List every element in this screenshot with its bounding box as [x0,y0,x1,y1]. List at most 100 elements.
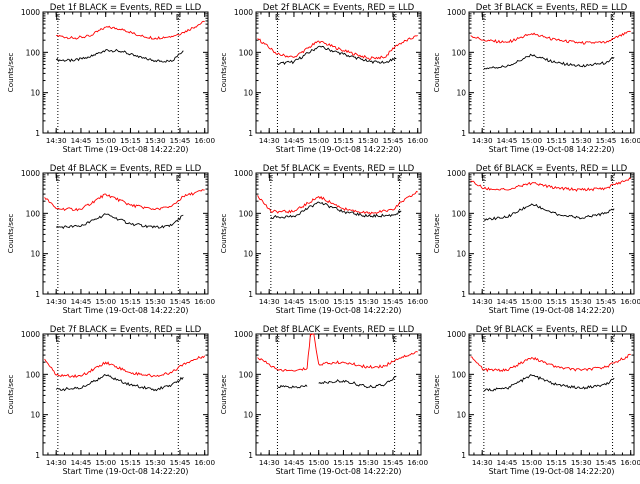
y-tick-label: 1 [461,290,466,299]
x-tick-label: 15:00 [521,297,542,306]
x-tick-label: 14:30 [46,136,67,145]
lld-series-line [470,353,631,373]
y-tick-label: 1 [248,129,253,138]
time-marker-label: E [481,13,486,22]
events-series-line [483,203,615,222]
y-tick-label: 1000 [234,330,253,339]
y-axis: 1 10 100 1000 [234,330,421,460]
x-axis: 14:30 14:45 15:00 15:15 15:30 15:45 16:00 [472,173,640,306]
panel-title: Det 2f BLACK = Events, RED = LLD [263,3,415,13]
time-marker-label: E [275,335,280,344]
panel-title: Det 6f BLACK = Events, RED = LLD [476,164,628,174]
lld-series-line [257,35,418,60]
x-axis-label: Start Time (19-Oct-08 14:22:20) [276,467,402,476]
y-axis: 1 10 100 1000 [21,169,208,299]
y-tick-label: 1 [35,290,40,299]
y-axis-label: Counts/sec [432,375,441,415]
x-axis-label: Start Time (19-Oct-08 14:22:20) [489,145,615,154]
x-axis-label: Start Time (19-Oct-08 14:22:20) [63,467,189,476]
events-series-line [55,213,184,230]
y-tick-label: 1 [248,290,253,299]
y-tick-label: 10 [30,89,40,98]
y-tick-label: 100 [26,209,41,218]
y-tick-label: 1000 [447,330,466,339]
plot-frame [468,11,635,134]
x-tick-label: 14:45 [71,136,92,145]
x-tick-label: 15:00 [95,458,116,467]
time-marker-label: E [610,13,615,22]
x-axis: 14:30 14:45 15:00 15:15 15:30 15:45 16:00 [259,173,428,306]
x-axis: 14:30 14:45 15:00 15:15 15:30 15:45 16:00 [472,12,640,145]
x-axis-label: Start Time (19-Oct-08 14:22:20) [63,145,189,154]
x-tick-label: 15:45 [170,136,191,145]
detector-panel-7: Det 7f BLACK = Events, RED = LLD 1 10 100 10… [6,325,215,476]
plot-frame [42,333,209,456]
x-tick-label: 15:15 [546,297,567,306]
x-tick-label: 15:00 [308,136,329,145]
events-series-line [55,374,184,392]
x-tick-label: 15:00 [308,458,329,467]
x-axis-label: Start Time (19-Oct-08 14:22:20) [276,306,402,315]
plot-frame [255,11,422,134]
x-tick-label: 16:00 [194,458,215,467]
y-tick-label: 1 [461,451,466,460]
y-tick-label: 1000 [234,169,253,178]
detector-panel-5: Det 5f BLACK = Events, RED = LLD 1 10 100 10… [219,164,428,315]
detector-panel-3: Det 3f BLACK = Events, RED = LLD 1 10 100 10… [432,3,640,154]
x-tick-label: 15:45 [596,458,617,467]
plot-frame [42,11,209,134]
plot-frame [468,172,635,295]
y-tick-label: 100 [239,370,254,379]
x-tick-label: 14:30 [259,136,280,145]
x-axis: 14:30 14:45 15:00 15:15 15:30 15:45 16:00 [259,334,428,467]
y-tick-label: 100 [452,209,467,218]
lld-series-line [44,355,206,378]
x-tick-label: 15:15 [120,297,141,306]
y-tick-label: 1000 [447,169,466,178]
x-tick-label: 14:45 [71,297,92,306]
x-tick-label: 15:00 [521,136,542,145]
y-tick-label: 10 [30,250,40,259]
x-tick-label: 15:30 [358,136,379,145]
y-tick-label: 100 [452,48,467,57]
detector-panel-1: Det 1f BLACK = Events, RED = LLD 1 10 100 10… [6,3,215,154]
lld-series-line [56,20,205,40]
plot-frame [255,333,422,456]
x-tick-label: 16:00 [620,136,640,145]
y-tick-label: 10 [243,411,253,420]
y-tick-label: 1 [248,451,253,460]
x-tick-label: 15:15 [333,297,354,306]
lld-series-line [470,30,631,45]
x-tick-label: 15:00 [95,136,116,145]
x-tick-label: 14:45 [497,458,518,467]
x-tick-label: 14:30 [472,297,493,306]
y-tick-label: 100 [26,48,41,57]
x-tick-label: 15:45 [383,136,404,145]
x-tick-label: 15:45 [170,297,191,306]
y-axis: 1 10 100 1000 [234,169,421,299]
x-tick-label: 15:15 [120,458,141,467]
time-marker-label: E [176,335,181,344]
events-series-line [55,48,184,63]
x-tick-label: 14:45 [497,297,518,306]
x-axis: 14:30 14:45 15:00 15:15 15:30 15:45 16:00 [472,334,640,467]
x-tick-label: 14:30 [46,458,67,467]
y-axis-label: Counts/sec [432,53,441,93]
y-axis: 1 10 100 1000 [234,8,421,138]
x-tick-label: 15:45 [596,297,617,306]
x-axis-label: Start Time (19-Oct-08 14:22:20) [489,306,615,315]
plot-frame [255,172,422,295]
time-marker-label: E [268,174,273,183]
x-tick-label: 14:45 [284,136,305,145]
time-marker-label: E [610,335,615,344]
y-tick-label: 1000 [21,169,40,178]
time-marker-label: E [392,335,397,344]
x-axis-label: Start Time (19-Oct-08 14:22:20) [489,467,615,476]
x-tick-label: 15:45 [596,136,617,145]
x-tick-label: 15:15 [333,458,354,467]
y-tick-label: 100 [239,209,254,218]
x-tick-label: 15:00 [308,297,329,306]
y-tick-label: 10 [30,411,40,420]
